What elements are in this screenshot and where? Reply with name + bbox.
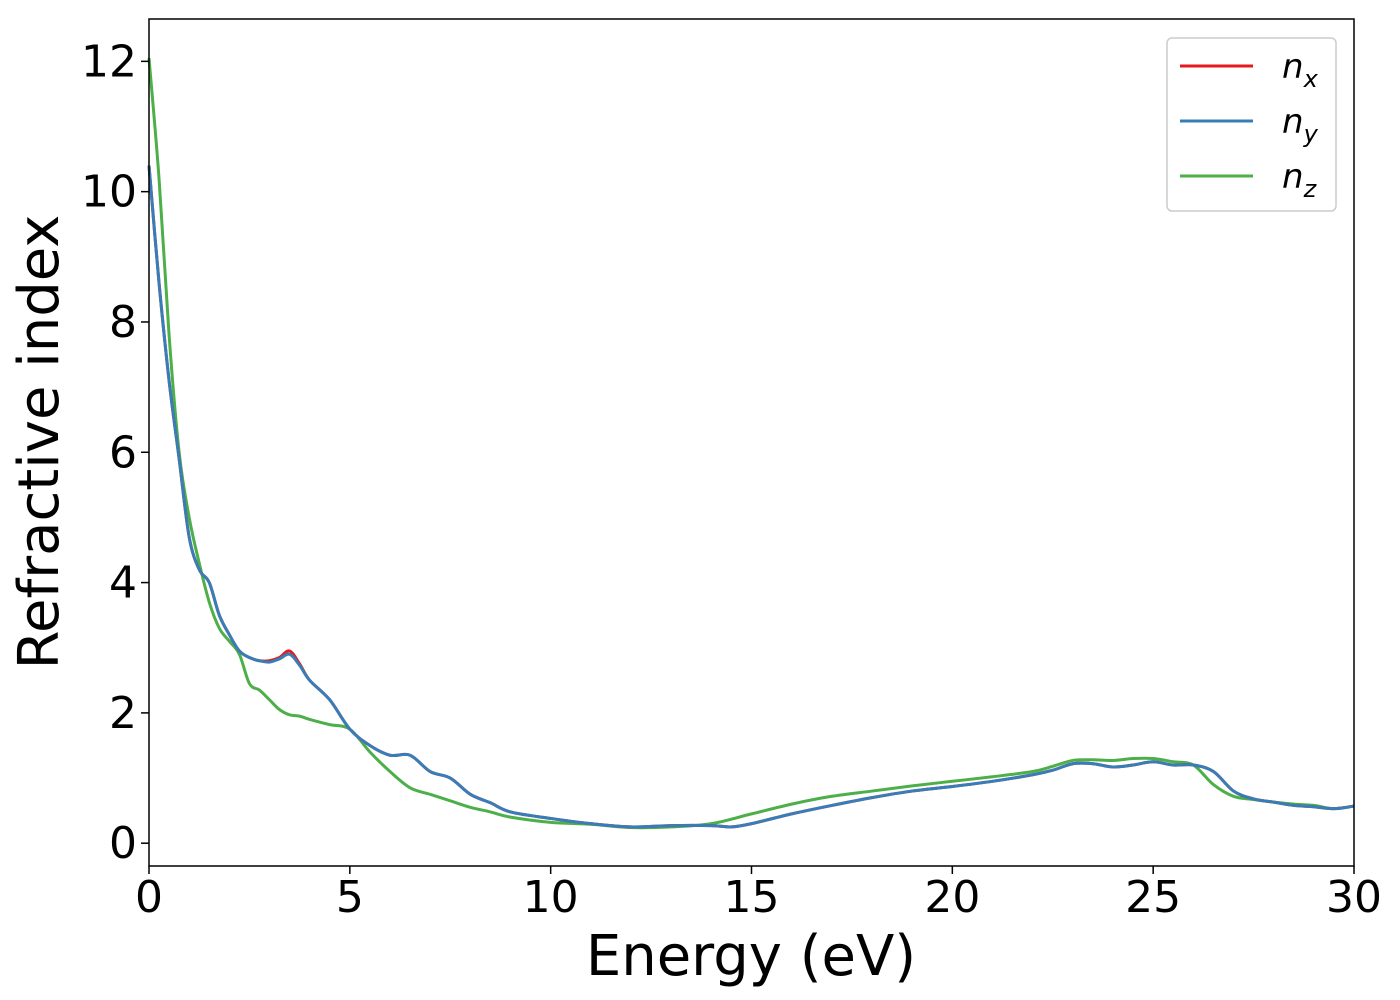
y-tick-label: 10 xyxy=(81,167,137,218)
legend-label-ny: ny xyxy=(1282,102,1319,148)
y-tick-label: 0 xyxy=(109,818,137,869)
series-layer xyxy=(147,57,1355,830)
x-tick-label: 20 xyxy=(924,872,980,923)
y-tick-label: 8 xyxy=(109,297,137,348)
y-tick-label: 6 xyxy=(109,427,137,478)
series-line-nz xyxy=(147,57,1355,830)
x-tick-label: 5 xyxy=(336,872,364,923)
y-axis-ticks: 0 2 4 6 8 10 12 xyxy=(81,36,149,869)
x-tick-label: 30 xyxy=(1326,872,1382,923)
legend-label-nx: nx xyxy=(1282,47,1319,93)
x-tick-label: 10 xyxy=(523,872,579,923)
x-tick-label: 15 xyxy=(724,872,780,923)
x-axis-title: Energy (eV) xyxy=(586,924,916,989)
y-tick-label: 2 xyxy=(109,688,137,739)
x-tick-label: 0 xyxy=(135,872,163,923)
x-tick-label: 25 xyxy=(1125,872,1181,923)
series-line-ny xyxy=(147,165,1355,829)
y-tick-label: 12 xyxy=(81,36,137,87)
legend-label-nz: nz xyxy=(1282,157,1318,203)
legend: nx ny nz xyxy=(1166,37,1337,212)
series-line-nx xyxy=(147,165,1355,829)
x-axis-ticks: 0 5 10 15 20 25 30 xyxy=(135,866,1382,923)
y-axis-title: Refractive index xyxy=(7,215,72,670)
legend-box xyxy=(1166,37,1337,212)
y-tick-label: 4 xyxy=(109,558,137,609)
